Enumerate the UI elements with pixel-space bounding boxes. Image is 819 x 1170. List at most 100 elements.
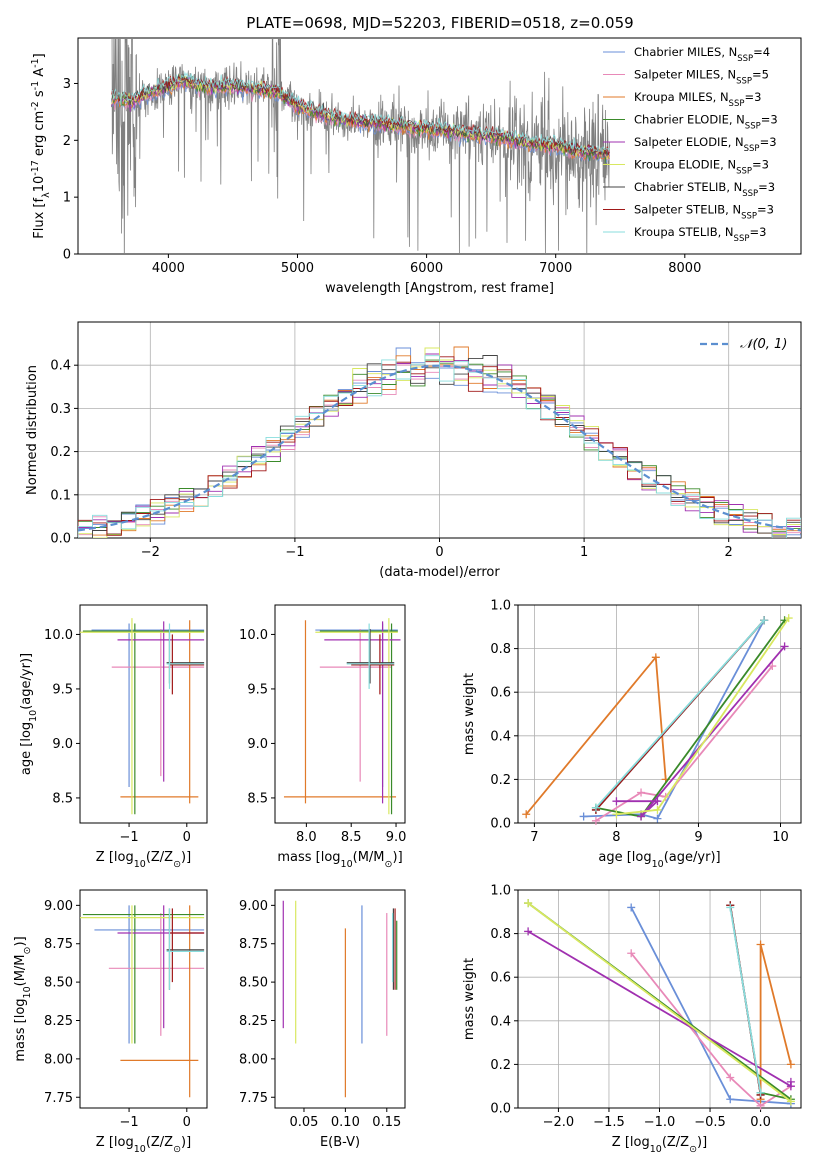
x-tick-label: 0.0	[750, 1115, 771, 1130]
age-vs-Z-errorbars	[80, 618, 205, 815]
y-tick-label: 1.0	[490, 884, 511, 899]
y-tick-label: 0.6	[490, 686, 511, 701]
y-tick-label: 3	[63, 77, 71, 92]
y-tick-label: 1.0	[490, 599, 511, 614]
legend-entry: Kroupa ELODIE, NSSP=3	[634, 158, 769, 177]
legend-label: Kroupa MILES, N	[634, 90, 729, 104]
label-fragment: )]	[181, 850, 191, 865]
x-tick-label: 0.15	[372, 1115, 401, 1130]
label-fragment: -1	[30, 58, 41, 67]
y-tick-label: 0.4	[490, 1014, 511, 1029]
y-tick-label: 9.5	[247, 682, 268, 697]
massweight-vs-Z-axes: −2.0 −1.5 −1.0 −0.5 0.0 0.0 0.2 0.4 0.6 0.8 1.0	[490, 884, 802, 1130]
massweight-vs-age-axes: 7 8 9 10 0.0 0.2 0.4 0.6 0.8 1.0	[490, 599, 802, 845]
x-tick-label: 8000	[668, 261, 701, 276]
x-tick-label: −0.5	[694, 1115, 726, 1130]
legend-label: Salpeter MILES, N	[634, 68, 736, 82]
normal-legend-label: 𝒩(0, 1)	[740, 337, 787, 352]
mass-vs-Z-frame	[79, 889, 208, 1109]
mass-weight-marker	[651, 653, 660, 662]
y-tick-label: 0.8	[490, 927, 511, 942]
x-tick-label: 8.0	[296, 830, 317, 845]
mass-weight-line-kroupa-miles	[759, 944, 792, 1100]
x-tick-label: 0.10	[331, 1115, 360, 1130]
legend-label: Chabrier MILES, N	[634, 45, 737, 59]
mass-weight-marker	[786, 1060, 795, 1069]
legend-sub: SSP	[742, 189, 758, 199]
label-fragment: ]	[32, 53, 47, 58]
label-fragment: s	[32, 90, 47, 101]
label-fragment: (M/M	[353, 850, 385, 865]
residuals-xlabel: (data-model)/error	[379, 565, 500, 580]
x-tick-label: 8	[612, 830, 620, 845]
y-tick-label: 8.00	[44, 1052, 73, 1067]
y-tick-label: 0.2	[490, 1058, 511, 1073]
x-tick-label: −1	[119, 1115, 138, 1130]
mass-weight-line-chabrier-elodie	[595, 619, 786, 818]
legend-entry: Chabrier STELIB, NSSP=3	[634, 180, 775, 199]
label-fragment: 10	[134, 1144, 146, 1155]
x-tick-label: −2.0	[543, 1115, 575, 1130]
spectrum-axes: 4000 5000 6000 7000 8000 0 1 2 3	[63, 37, 802, 276]
legend-label: Kroupa STELIB, N	[634, 225, 734, 239]
mass-weight-marker	[726, 1095, 735, 1104]
mass-vs-Z-axes: −1 0 7.75 8.00 8.25 8.50 8.75 9.00	[44, 889, 208, 1130]
x-tick-label: 0.05	[290, 1115, 319, 1130]
mass-weight-marker	[591, 803, 600, 812]
mass-weight-marker	[786, 1097, 795, 1106]
mass-weight-marker	[780, 642, 789, 651]
label-fragment: (Z/Z	[146, 850, 173, 865]
legend-label: Kroupa ELODIE, N	[634, 158, 736, 172]
label-fragment: 10	[650, 1144, 662, 1155]
label-fragment: erg cm	[32, 111, 47, 160]
massweight-vs-age-xlabel: age [log10(age/yr)]	[598, 850, 720, 870]
label-fragment: 10	[32, 176, 47, 193]
mass-weight-marker	[579, 812, 588, 821]
legend-suffix: =3	[761, 113, 778, 127]
y-tick-label: 0.1	[50, 488, 71, 503]
age-vs-mass-xlabel: mass [log10(M/M⊙)]	[277, 850, 402, 870]
legend-entry: Chabrier ELODIE, NSSP=3	[634, 113, 778, 132]
y-tick-label: 0.2	[490, 773, 511, 788]
y-tick-label: 9.00	[239, 899, 268, 914]
y-tick-label: 8.00	[239, 1052, 268, 1067]
label-fragment: ⊙	[689, 1144, 697, 1155]
legend-suffix: =3	[749, 225, 766, 239]
age-vs-Z-axes: −1 0 8.5 9.0 9.5 10.0	[44, 604, 208, 845]
x-tick-label: −1.5	[593, 1115, 625, 1130]
histogram-plot-area	[78, 346, 801, 538]
massweight-vs-age-lines	[522, 614, 793, 825]
x-tick-label: 0	[183, 830, 191, 845]
y-tick-label: 0.2	[50, 445, 71, 460]
mass-weight-marker	[756, 1088, 765, 1097]
y-tick-label: 8.75	[44, 937, 73, 952]
residuals-ylabel: Normed distribution	[25, 365, 40, 495]
label-fragment: -2	[30, 101, 41, 110]
label-fragment: (Z/Z	[662, 1135, 689, 1150]
mass-weight-marker	[653, 814, 662, 823]
legend-entry: Kroupa MILES, NSSP=3	[634, 90, 761, 109]
age-vs-mass-frame	[274, 604, 406, 824]
legend-label: Salpeter ELODIE, N	[634, 135, 744, 149]
x-tick-label: 8.5	[341, 830, 362, 845]
legend-entry: Salpeter ELODIE, NSSP=3	[634, 135, 777, 154]
x-tick-label: 7	[530, 830, 538, 845]
age-vs-mass-axes: 8.0 8.5 9.0 8.5 9.0 9.5 10.0	[239, 604, 406, 845]
label-fragment: (data-model)/error	[379, 565, 500, 580]
legend-entry: Kroupa STELIB, NSSP=3	[634, 225, 766, 244]
legend-sub: SSP	[729, 99, 745, 109]
x-tick-label: −1	[285, 545, 304, 560]
massweight-vs-Z-lines	[524, 899, 795, 1110]
mass-weight-marker	[524, 899, 533, 908]
spectrum-plot-area	[111, 38, 611, 254]
label-fragment: age [log	[598, 850, 651, 865]
massweight-vs-age-ylabel: mass weight	[462, 673, 477, 755]
y-tick-label: 9.00	[44, 899, 73, 914]
age-vs-Z-ylabel: age [log10(age/yr)]	[19, 653, 39, 775]
label-fragment: age [log	[19, 722, 34, 775]
mass-vs-ebv-frame	[274, 889, 406, 1109]
x-tick-label: 2	[725, 545, 733, 560]
